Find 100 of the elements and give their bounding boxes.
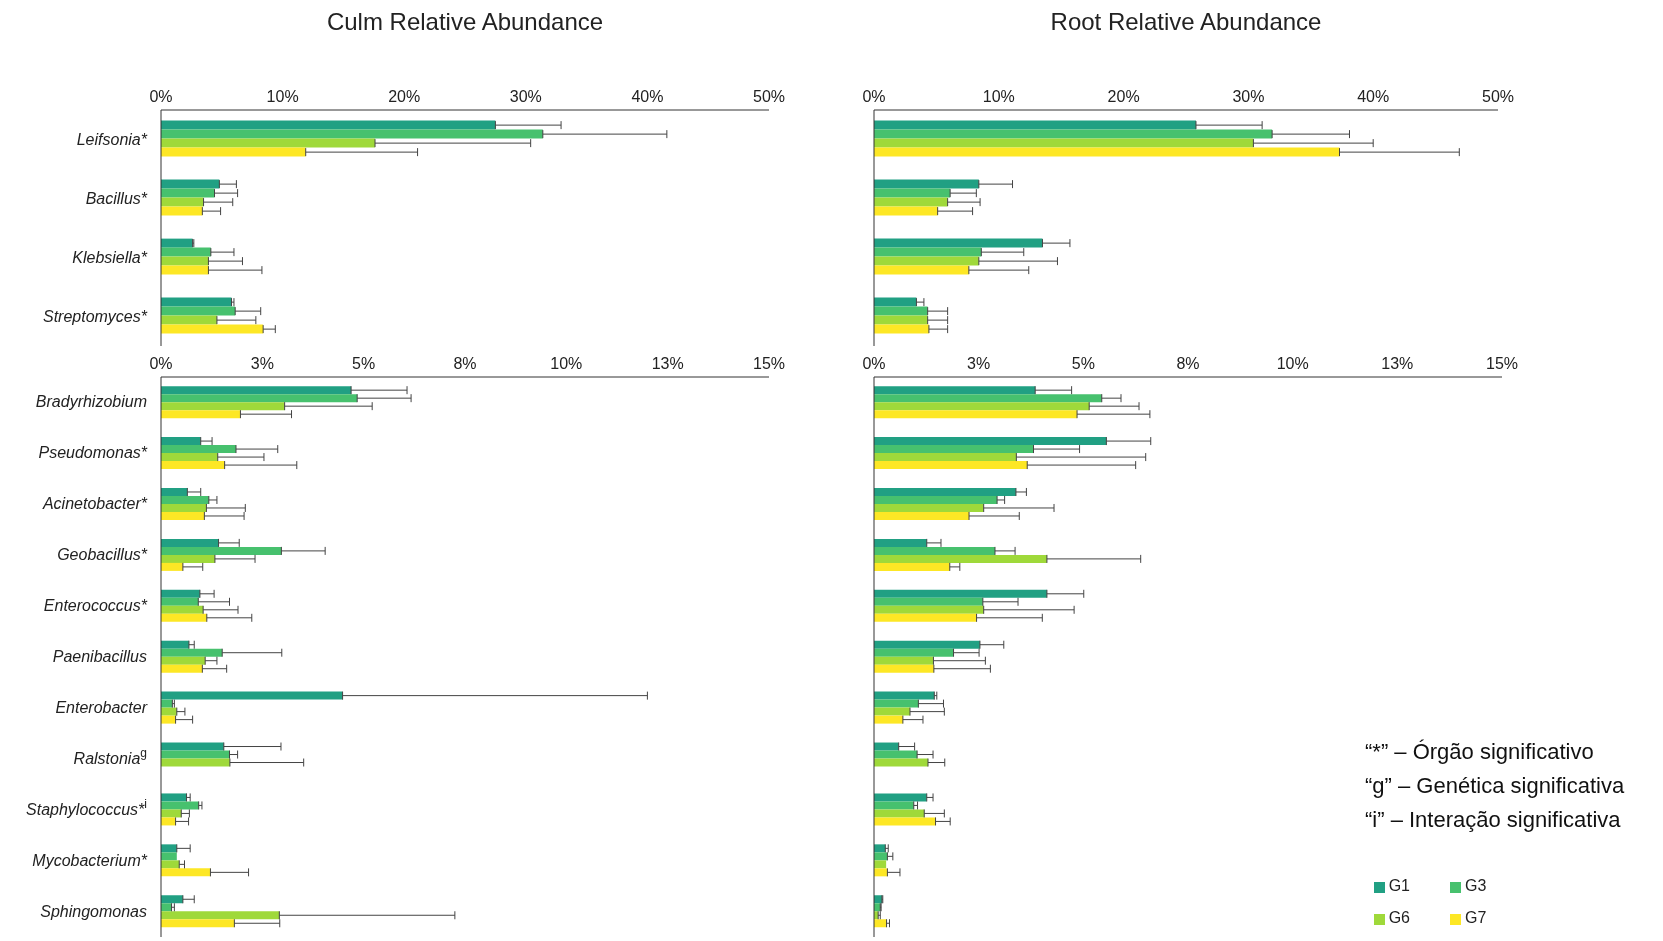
bar: [874, 538, 927, 547]
bar: [161, 386, 352, 395]
bar: [874, 138, 1254, 148]
legend-label: G1: [1388, 877, 1410, 894]
bar: [874, 699, 919, 708]
bar: [874, 656, 934, 665]
bar: [874, 437, 1107, 446]
bar: [161, 487, 188, 496]
bar: [161, 860, 180, 869]
bar: [161, 758, 230, 767]
bar: [161, 495, 209, 504]
bar: [874, 817, 936, 826]
x-tick-label: 30%: [1232, 88, 1265, 105]
bar: [874, 691, 935, 700]
bar: [161, 306, 236, 316]
y-tick-label: Bradyrhizobium: [35, 393, 147, 411]
annotation: “g” – Genética significativa: [1365, 772, 1625, 800]
bar: [874, 315, 928, 325]
bar: [874, 715, 903, 724]
bar: [161, 589, 200, 598]
bar: [161, 656, 206, 665]
x-tick-label: 0%: [862, 355, 886, 372]
bar: [874, 801, 914, 810]
bar: [161, 238, 193, 248]
bar: [161, 868, 211, 877]
bar: [161, 138, 376, 148]
chart-title: Culm Relative Abundance: [325, 8, 605, 36]
bar: [874, 487, 1016, 496]
bar: [874, 402, 1090, 411]
bar: [874, 742, 899, 751]
bar: [161, 605, 204, 614]
bar: [874, 664, 934, 673]
x-tick-label: 50%: [752, 88, 786, 105]
bar: [874, 605, 984, 614]
y-tick-label: Pseudomonas*: [38, 444, 148, 462]
x-tick-label: 40%: [631, 88, 664, 105]
y-tick-label: Streptomyces*: [42, 307, 148, 325]
bar: [161, 640, 189, 649]
bar: [161, 503, 207, 512]
y-tick-label: Ralstonia$^{g}$: [73, 745, 147, 767]
bar: [874, 247, 982, 257]
bar: [161, 801, 199, 810]
bar: [161, 445, 236, 454]
bar: [161, 750, 230, 759]
x-tick-label: 13%: [1381, 355, 1414, 372]
y-tick-label: Leifsonia*: [76, 130, 148, 148]
bar: [874, 188, 951, 198]
bar: [874, 868, 888, 877]
bar: [161, 120, 496, 130]
bar: [874, 648, 954, 657]
legend-label: G7: [1465, 909, 1487, 926]
x-tick-label: 15%: [1485, 355, 1519, 372]
x-tick-label: 0%: [149, 88, 173, 105]
x-tick-label: 5%: [352, 355, 376, 372]
bar: [161, 613, 207, 622]
y-tick-label: Enterococcus*: [43, 597, 148, 615]
x-tick-label: 3%: [250, 355, 274, 372]
y-tick-label: Enterobacter: [55, 698, 148, 716]
bar: [874, 589, 1047, 598]
bar: [874, 758, 929, 767]
y-tick-label: Acinetobacter*: [41, 495, 148, 513]
bar: [874, 511, 970, 520]
bar: [161, 511, 205, 520]
bar: [874, 206, 938, 216]
bar: [161, 461, 225, 470]
bar: [874, 129, 1273, 139]
legend-label: G3: [1465, 877, 1487, 894]
bar: [161, 691, 343, 700]
bar: [161, 410, 241, 419]
bar: [161, 546, 282, 555]
bar: [161, 538, 219, 547]
y-tick-label: Staphylococcus*$^{i}$: [26, 796, 147, 818]
bar: [874, 394, 1102, 403]
bar: [161, 562, 183, 571]
x-tick-label: 8%: [453, 355, 477, 372]
bar: [161, 394, 358, 403]
y-tick-label: Geobacillus*: [57, 546, 148, 564]
bar: [161, 188, 215, 198]
bar: [161, 324, 264, 334]
annotation: “i” – Interação significativa: [1365, 806, 1622, 834]
bar: [161, 315, 217, 325]
bar: [874, 562, 950, 571]
bar: [161, 664, 203, 673]
x-tick-label: 0%: [149, 355, 173, 372]
bar: [874, 265, 969, 275]
x-tick-label: 15%: [752, 355, 786, 372]
bar: [874, 597, 983, 606]
bar: [874, 809, 925, 818]
bar: [161, 256, 209, 266]
bar: [161, 453, 218, 462]
bar: [874, 707, 911, 716]
bar: [161, 147, 306, 157]
bar: [874, 860, 887, 869]
x-tick-label: 0%: [862, 88, 886, 105]
bar: [874, 147, 1340, 157]
annotation: “*” – Órgão significativo: [1365, 738, 1595, 766]
bar: [161, 297, 232, 307]
bar: [161, 179, 220, 189]
bar: [874, 445, 1034, 454]
x-tick-label: 20%: [388, 88, 421, 105]
